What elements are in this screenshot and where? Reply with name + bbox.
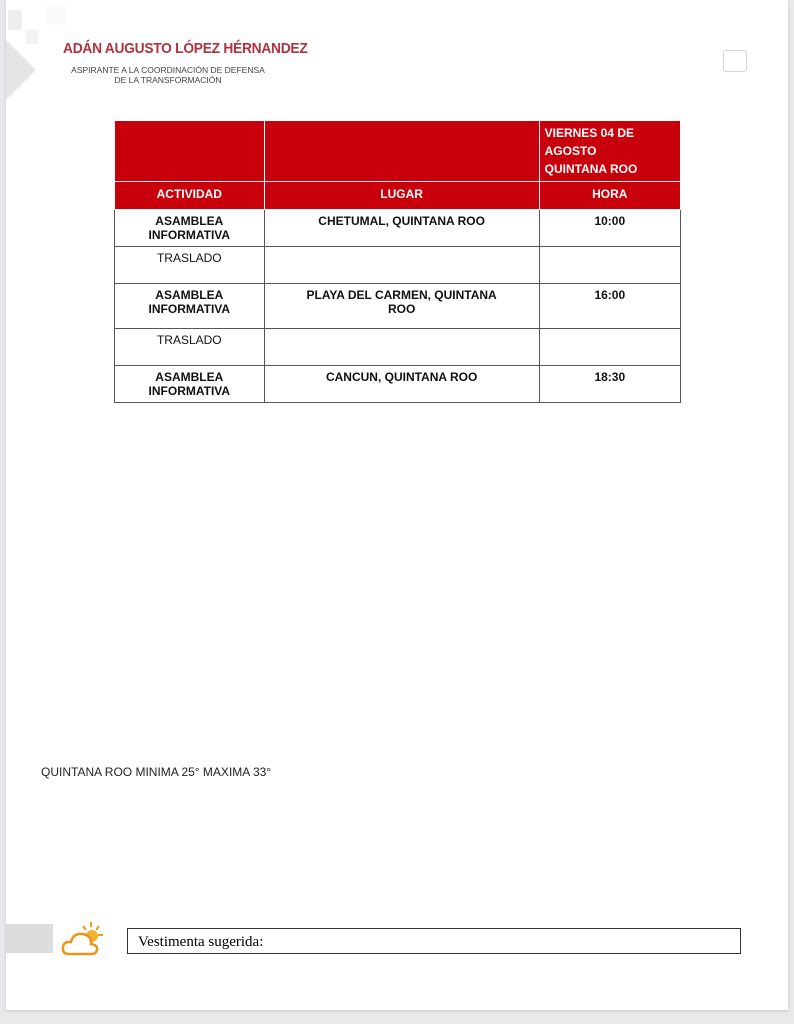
column-header-row: ACTIVIDAD LUGAR HORA bbox=[114, 181, 682, 210]
time-cell: 18:30 bbox=[538, 365, 682, 403]
date-header-row: VIERNES 04 DE AGOSTO QUINTANA ROO bbox=[114, 120, 682, 182]
calendar-icon bbox=[723, 50, 747, 72]
candidate-subtitle: ASPIRANTE A LA COORDINACIÓN DE DEFENSA D… bbox=[63, 65, 273, 85]
column-header-actividad: ACTIVIDAD bbox=[114, 181, 265, 210]
time-cell: 16:00 bbox=[538, 283, 682, 329]
date-cell: VIERNES 04 DE AGOSTO QUINTANA ROO bbox=[538, 120, 682, 182]
partly-sunny-icon bbox=[61, 922, 103, 956]
table-row: ASAMBLEA INFORMATIVA CHETUMAL, QUINTANA … bbox=[114, 209, 682, 247]
place-cell: PLAYA DEL CARMEN, QUINTANA ROO bbox=[263, 283, 540, 329]
table-row: TRASLADO bbox=[114, 328, 682, 366]
subtitle-line-2: DE LA TRANSFORMACIÓN bbox=[114, 75, 222, 85]
table-row: ASAMBLEA INFORMATIVA PLAYA DEL CARMEN, Q… bbox=[114, 283, 682, 329]
place-cell bbox=[263, 246, 540, 284]
place-cell: CANCUN, QUINTANA ROO bbox=[263, 365, 540, 403]
logo-pattern-decoration bbox=[6, 5, 66, 100]
schedule-table: VIERNES 04 DE AGOSTO QUINTANA ROO ACTIVID… bbox=[114, 120, 682, 403]
place-cell: CHETUMAL, QUINTANA ROO bbox=[263, 209, 540, 247]
state-text: QUINTANA ROO bbox=[544, 162, 638, 176]
column-header-hora: HORA bbox=[538, 181, 682, 210]
activity-cell: TRASLADO bbox=[114, 328, 265, 366]
time-cell bbox=[538, 246, 682, 284]
candidate-name: ADÁN AUGUSTO LÓPEZ HÉRNANDEZ bbox=[63, 40, 308, 57]
activity-cell: ASAMBLEA INFORMATIVA bbox=[114, 209, 265, 247]
weather-text: QUINTANA ROO MINIMA 25° MAXIMA 33° bbox=[41, 765, 272, 779]
table-row: ASAMBLEA INFORMATIVA CANCUN, QUINTANA RO… bbox=[114, 365, 682, 403]
time-cell: 10:00 bbox=[538, 209, 682, 247]
activity-cell: TRASLADO bbox=[114, 246, 265, 284]
document-page: ADÁN AUGUSTO LÓPEZ HÉRNANDEZ ASPIRANTE A… bbox=[6, 0, 788, 1010]
table-row: TRASLADO bbox=[114, 246, 682, 284]
empty-header-cell bbox=[263, 120, 540, 182]
column-header-lugar: LUGAR bbox=[263, 181, 540, 210]
activity-cell: ASAMBLEA INFORMATIVA bbox=[114, 365, 265, 403]
empty-header-cell bbox=[114, 120, 265, 182]
place-cell bbox=[263, 328, 540, 366]
gray-block bbox=[6, 924, 53, 953]
suggested-clothing-box: Vestimenta sugerida: bbox=[127, 928, 741, 954]
time-cell bbox=[538, 328, 682, 366]
subtitle-line-1: ASPIRANTE A LA COORDINACIÓN DE DEFENSA bbox=[71, 65, 265, 75]
date-text: VIERNES 04 DE AGOSTO bbox=[544, 126, 634, 158]
activity-cell: ASAMBLEA INFORMATIVA bbox=[114, 283, 265, 329]
